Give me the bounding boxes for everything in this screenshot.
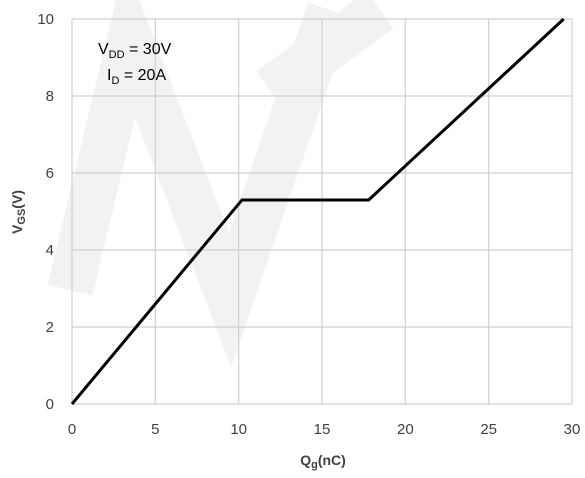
- y-tick-label: 8: [46, 88, 54, 105]
- x-tick-label: 5: [151, 421, 159, 438]
- x-axis-label-sub: g: [311, 459, 318, 471]
- x-tick-label: 0: [68, 421, 76, 438]
- x-tick-label: 15: [314, 421, 331, 438]
- grid-lines: [71, 18, 573, 405]
- annotation-id-sub: D: [111, 75, 119, 87]
- x-tick-label: 25: [480, 421, 497, 438]
- annotation-id-rest: = 20A: [119, 67, 166, 84]
- watermark: [47, 0, 394, 368]
- x-axis-label-main: Q: [300, 452, 311, 468]
- watermark-stroke-1: [47, 0, 352, 368]
- y-tick-label: 0: [46, 396, 54, 413]
- y-axis-label-rest: (V): [9, 190, 25, 209]
- series-line-0: [70, 17, 565, 405]
- x-axis-label: Qg(nC): [300, 452, 346, 471]
- y-tick-label: 4: [46, 242, 54, 259]
- x-tick-label: 30: [564, 421, 581, 438]
- annotation-vdd: VDD = 30V: [98, 41, 172, 61]
- y-axis-label: VGS(V): [9, 190, 28, 234]
- watermark-stroke-2: [256, 0, 394, 109]
- annotation-vdd-rest: = 30V: [125, 41, 172, 58]
- y-tick-label: 2: [46, 319, 54, 336]
- annotation-block: VDD = 30V ID = 20A: [98, 41, 172, 87]
- annotation-vdd-main: V: [98, 41, 109, 58]
- annotation-vdd-sub: DD: [109, 49, 125, 61]
- y-tick-label: 10: [37, 11, 54, 28]
- y-axis-label-sub: GS: [16, 209, 28, 225]
- y-tick-label: 6: [46, 165, 54, 182]
- annotation-id-main: I: [107, 67, 111, 84]
- x-tick-label: 10: [230, 421, 247, 438]
- x-tick-label: 20: [397, 421, 414, 438]
- x-axis-label-rest: (nC): [318, 452, 346, 468]
- y-axis-label-main: V: [9, 224, 25, 234]
- tick-labels: 0 5 10 15 20 25 30 0 2 4 6 8 10: [37, 11, 580, 438]
- series-layer: [70, 17, 565, 405]
- annotation-id: ID = 20A: [107, 67, 166, 87]
